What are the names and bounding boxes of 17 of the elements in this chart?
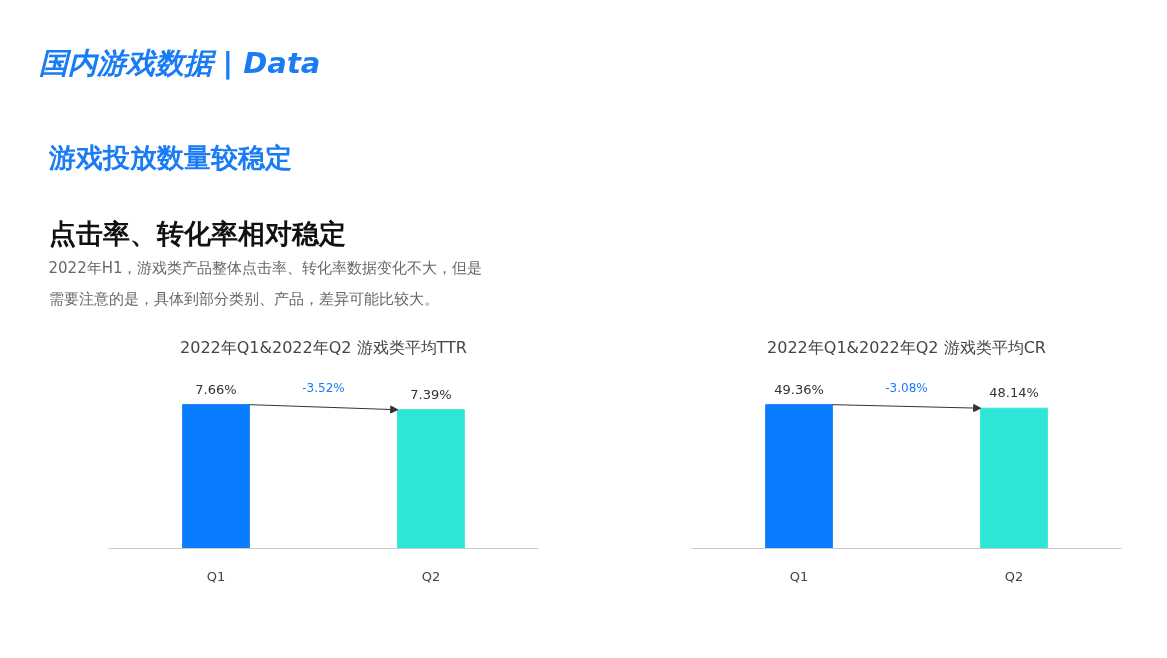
- text: 点击率、转化率相对稳定: [48, 217, 346, 249]
- x-tick-label: Q1: [789, 568, 809, 584]
- chart-title: 2022年Q1&2022年Q2 游戏类平均CR: [767, 337, 1046, 357]
- text: 游戏投放数量较稳定: [47, 142, 292, 173]
- x-tick-label: Q1: [206, 568, 226, 584]
- x-tick-label: Q2: [1004, 568, 1024, 584]
- data-label: 7.66%: [195, 381, 237, 397]
- text: -3.52%: [302, 380, 345, 395]
- text: 国内游戏数据 | Data: [38, 45, 321, 80]
- text: -3.08%: [885, 380, 928, 395]
- data-label: 49.36%: [774, 381, 824, 397]
- x-tick-label: Q2: [421, 568, 441, 584]
- chart-title: 2022年Q1&2022年Q2 游戏类平均TTR: [180, 337, 467, 357]
- text: 2022年H1，游戏类产品整体点击率、转化率数据变化不大，但是: [48, 258, 483, 277]
- data-label: 48.14%: [989, 385, 1039, 401]
- text: 需要注意的是，具体到部分类别、产品，差异可能比较大。: [48, 289, 439, 308]
- data-label: 7.39%: [410, 386, 452, 402]
